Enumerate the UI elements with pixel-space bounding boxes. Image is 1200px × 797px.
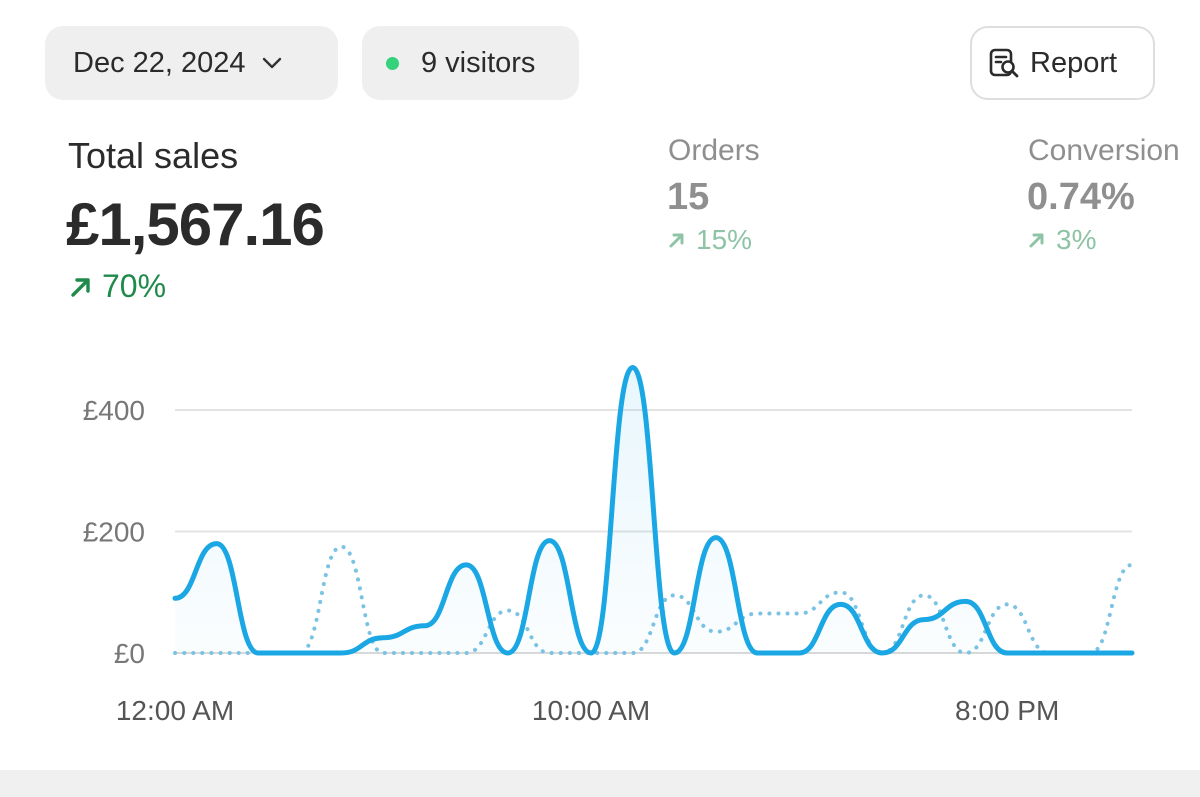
conversion-change: 3%: [1028, 224, 1096, 256]
y-tick-label: £400: [83, 395, 145, 426]
arrow-up-right-icon: [669, 233, 684, 248]
total-sales-value: £1,567.16: [66, 191, 325, 258]
arrow-up-right-icon: [71, 277, 90, 297]
total-sales-change: 70%: [68, 268, 166, 305]
conversion-value: 0.74%: [1027, 176, 1135, 218]
report-button[interactable]: Report: [970, 26, 1155, 100]
arrow-up-right-icon: [1029, 233, 1044, 248]
date-picker-label: Dec 22, 2024: [73, 46, 246, 79]
chevron-down-icon: [262, 57, 282, 69]
live-status-dot-icon: [386, 56, 399, 70]
conversion-change-value: 3%: [1056, 224, 1097, 255]
sales-line-current: [172, 365, 1135, 656]
report-button-label: Report: [1030, 46, 1118, 79]
visitors-count: 9 visitors: [421, 46, 536, 79]
orders-value: 15: [667, 176, 710, 218]
x-tick-label: 10:00 AM: [532, 695, 650, 726]
x-tick-label: 8:00 PM: [955, 695, 1059, 726]
orders-change: 15%: [668, 224, 752, 256]
orders-change-value: 15%: [696, 224, 753, 255]
report-search-icon: [988, 47, 1020, 79]
orders-label: Orders: [668, 134, 760, 167]
sales-line-chart: £0 £200 £400 12:00 AM 10:00 AM 8:00 PM: [83, 365, 1135, 726]
y-tick-label: £0: [114, 638, 145, 669]
total-sales-label: Total sales: [68, 135, 239, 176]
y-tick-label: £200: [83, 517, 145, 548]
x-tick-label: 12:00 AM: [116, 695, 234, 726]
total-sales-change-value: 70%: [102, 268, 167, 304]
conversion-label: Conversion: [1028, 134, 1180, 167]
live-visitors-badge[interactable]: 9 visitors: [362, 26, 579, 100]
bottom-divider: [0, 770, 1200, 797]
date-picker[interactable]: Dec 22, 2024: [45, 26, 338, 100]
